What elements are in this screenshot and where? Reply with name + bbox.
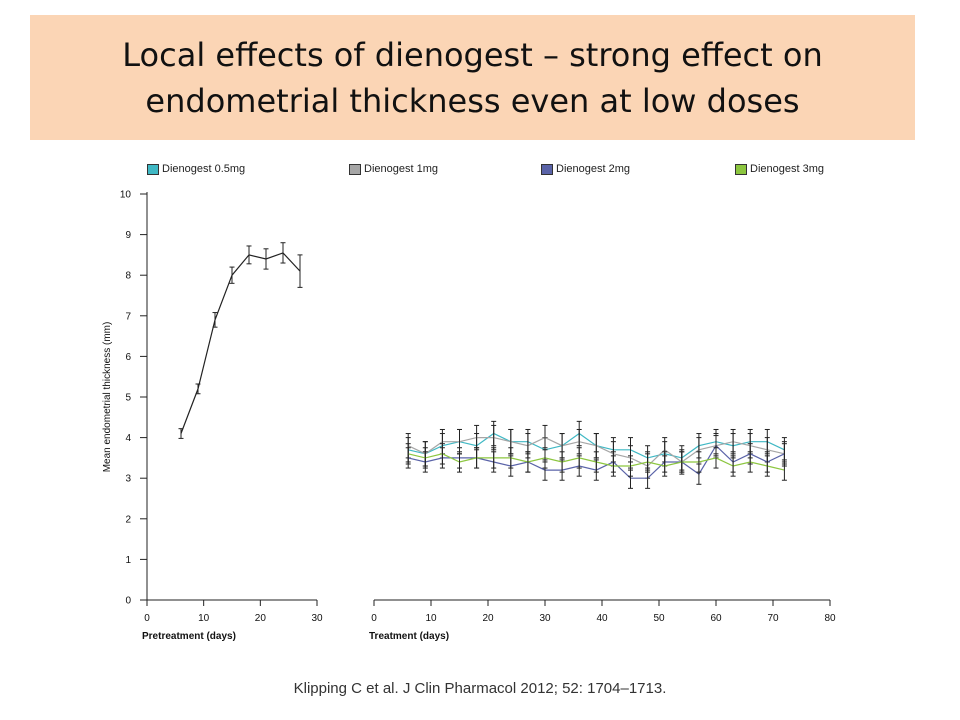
legend-label-0: Dienogest 0.5mg (162, 163, 246, 175)
y-tick-label: 9 (125, 230, 131, 241)
x-tick-label: 30 (311, 613, 323, 624)
x-tick-label: 40 (596, 613, 608, 624)
slide-title: Local effects of dienogest – strong effe… (122, 35, 823, 120)
y-tick-label: 3 (125, 474, 131, 485)
y-tick-label: 2 (125, 514, 131, 525)
legend-item-0: Dienogest 0.5mg (147, 163, 245, 175)
legend-swatch-1 (349, 163, 361, 175)
series-line-p0-s0 (180, 252, 301, 434)
x-tick-label: 0 (144, 613, 150, 624)
legend-swatch-0 (147, 163, 159, 175)
x-tick-label: 10 (425, 613, 437, 624)
y-tick-label: 1 (125, 555, 131, 566)
x-axis-label-pretreatment: Pretreatment (days) (142, 631, 236, 642)
y-tick-label: 8 (125, 271, 131, 282)
y-tick-label: 5 (125, 393, 131, 404)
x-tick-label: 70 (767, 613, 779, 624)
y-tick-label: 7 (125, 311, 131, 322)
y-tick-label: 6 (125, 352, 131, 363)
x-tick-label: 80 (824, 613, 836, 624)
x-tick-label: 30 (539, 613, 551, 624)
x-tick-label: 20 (482, 613, 494, 624)
legend-label-3: Dienogest 3mg (750, 163, 824, 175)
x-tick-label: 60 (710, 613, 722, 624)
legend-item-3: Dienogest 3mg (735, 163, 824, 175)
legend-label-1: Dienogest 1mg (364, 163, 438, 175)
legend-swatch-2 (541, 163, 553, 175)
legend-item-1: Dienogest 1mg (349, 163, 438, 175)
legend-item-2: Dienogest 2mg (541, 163, 630, 175)
title-banner (30, 15, 915, 140)
x-tick-label: 20 (255, 613, 267, 624)
legend-swatch-3 (735, 163, 747, 175)
legend-label-2: Dienogest 2mg (556, 163, 630, 175)
x-tick-label: 10 (198, 613, 210, 624)
x-tick-label: 50 (653, 613, 665, 624)
y-tick-label: 0 (125, 596, 131, 607)
y-tick-label: 4 (125, 433, 131, 444)
x-axis-label-treatment: Treatment (days) (369, 631, 449, 642)
citation: Klipping C et al. J Clin Pharmacol 2012;… (293, 680, 667, 697)
x-tick-label: 0 (371, 613, 377, 624)
y-tick-label: 10 (120, 190, 132, 201)
y-axis-label: Mean endometrial thickness (mm) (102, 322, 113, 473)
